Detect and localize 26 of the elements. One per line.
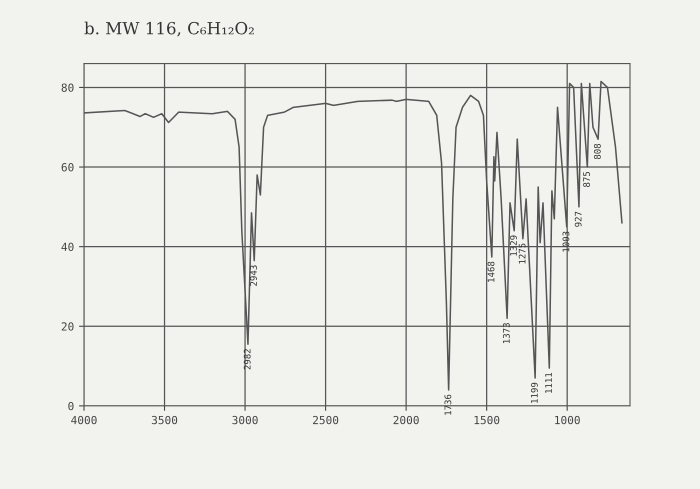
y-tick-label: 40 (61, 242, 74, 252)
chart-title: b. MW 116, C₆H₁₂O₂ (84, 22, 254, 36)
y-tick-label: 80 (62, 83, 74, 92)
annotation: 875 (583, 172, 590, 187)
x-tick-label: 4000 (71, 416, 97, 424)
annotation: 2943 (250, 265, 257, 286)
annotation: 1468 (488, 262, 494, 282)
annotation: 1199 (530, 382, 538, 403)
annotation: 2982 (244, 349, 251, 370)
x-tick-label: 1500 (474, 416, 500, 424)
x-tick-label: 2500 (313, 416, 338, 424)
y-tick-label: 0 (68, 402, 74, 410)
x-tick-label: 2000 (394, 416, 419, 424)
annotation: 1736 (444, 394, 452, 415)
annotation: 1329 (510, 236, 517, 256)
x-tick-label: 3000 (232, 416, 258, 424)
y-tick-label: 60 (62, 163, 74, 172)
x-tick-label: 1000 (555, 416, 580, 424)
annotation: 1111 (545, 372, 552, 393)
annotation: 1275 (518, 244, 526, 264)
y-tick-label: 20 (62, 322, 74, 331)
annotation: 1003 (562, 232, 570, 252)
x-tick-label: 3500 (152, 416, 178, 424)
annotation: 1373 (502, 323, 510, 344)
annotation: 808 (594, 144, 601, 160)
annotation: 927 (574, 212, 582, 227)
